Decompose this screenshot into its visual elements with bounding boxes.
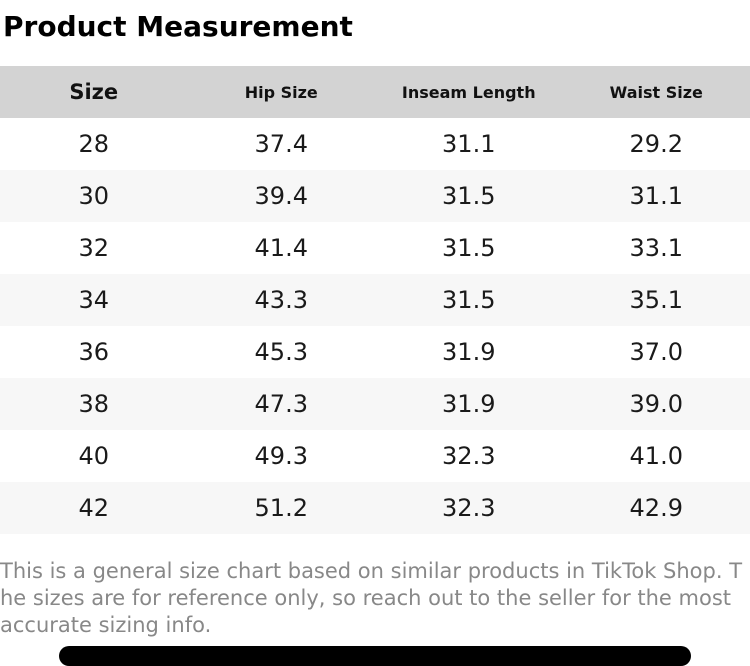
table-cell: 47.3 (188, 378, 376, 430)
table-cell: 31.5 (375, 170, 563, 222)
table-cell: 34 (0, 274, 188, 326)
table-cell: 30 (0, 170, 188, 222)
table-header-row: Size Hip Size Inseam Length Waist Size (0, 66, 750, 118)
table-cell: 42 (0, 482, 188, 534)
table-cell: 32.3 (375, 430, 563, 482)
table-cell: 37.4 (188, 118, 376, 170)
table-cell: 38 (0, 378, 188, 430)
table-cell: 31.5 (375, 222, 563, 274)
table-cell: 29.2 (563, 118, 750, 170)
table-cell: 39.4 (188, 170, 376, 222)
table-cell: 31.1 (375, 118, 563, 170)
column-header-waist-size: Waist Size (563, 66, 750, 118)
table-cell: 39.0 (563, 378, 750, 430)
table-cell: 35.1 (563, 274, 750, 326)
table-cell: 49.3 (188, 430, 376, 482)
table-cell: 41.0 (563, 430, 750, 482)
table-cell: 41.4 (188, 222, 376, 274)
table-cell: 31.1 (563, 170, 750, 222)
table-cell: 33.1 (563, 222, 750, 274)
table-cell: 31.9 (375, 378, 563, 430)
disclaimer-text: This is a general size chart based on si… (0, 558, 750, 639)
size-chart-table: Size Hip Size Inseam Length Waist Size 2… (0, 66, 750, 534)
table-cell: 32 (0, 222, 188, 274)
table-cell: 40 (0, 430, 188, 482)
table-header: Size Hip Size Inseam Length Waist Size (0, 66, 750, 118)
column-header-inseam-length: Inseam Length (375, 66, 563, 118)
bottom-cta-button[interactable] (59, 646, 691, 666)
table-cell: 45.3 (188, 326, 376, 378)
table-cell: 37.0 (563, 326, 750, 378)
page-title: Product Measurement (0, 0, 750, 42)
column-header-hip-size: Hip Size (188, 66, 376, 118)
table-cell: 32.3 (375, 482, 563, 534)
table-cell: 42.9 (563, 482, 750, 534)
table-cell: 28 (0, 118, 188, 170)
table-cell: 31.5 (375, 274, 563, 326)
column-header-size: Size (0, 66, 188, 118)
table-cell: 36 (0, 326, 188, 378)
table-cell: 43.3 (188, 274, 376, 326)
table-cell: 51.2 (188, 482, 376, 534)
table-cell: 31.9 (375, 326, 563, 378)
